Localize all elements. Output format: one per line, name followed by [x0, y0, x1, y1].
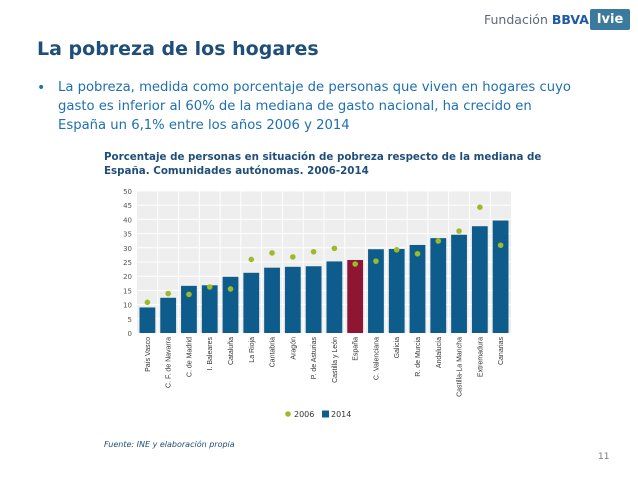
points-2006 — [144, 204, 504, 306]
point-2006 — [269, 250, 275, 256]
bar-2014 — [388, 248, 405, 333]
bar-2014 — [471, 226, 488, 333]
source-note: Fuente: INE y elaboración propia — [104, 440, 235, 449]
x-tick-label: Cataluña — [228, 337, 235, 365]
point-2006 — [352, 261, 358, 267]
x-tick-label: España — [353, 337, 360, 361]
legend-label-2006: 2006 — [294, 410, 314, 419]
y-tick-label: 45 — [123, 202, 132, 210]
point-2006 — [206, 284, 213, 290]
y-tick-label: 50 — [123, 188, 132, 196]
point-2006 — [497, 242, 504, 249]
x-tick-label: Castilla y León — [332, 337, 339, 383]
x-tick-label: Cantabria — [270, 337, 277, 367]
x-axis-ticks: País Vasco C. F. de Navarra C. de Madrid I.… — [145, 337, 505, 397]
y-tick-label: 5 — [128, 316, 132, 324]
point-2006 — [290, 254, 296, 260]
bar-2014 — [368, 249, 384, 333]
bar-2014 — [409, 244, 426, 333]
point-2006 — [373, 258, 379, 264]
point-2006 — [186, 291, 192, 298]
gridlines — [137, 190, 511, 334]
x-tick-label: Canarias — [498, 337, 505, 366]
y-tick-label: 40 — [123, 216, 132, 224]
x-tick-label: Extremadura — [477, 337, 484, 377]
legend-label-2014: 2014 — [331, 410, 351, 419]
point-2006 — [477, 204, 483, 210]
point-2006 — [144, 299, 151, 306]
point-2006 — [331, 245, 338, 252]
y-tick-label: 35 — [123, 231, 132, 239]
bar-2014 — [181, 285, 197, 333]
brand-name: BBVA — [551, 12, 589, 27]
x-tick-label: R. de Murcia — [415, 337, 422, 377]
bar-2014 — [222, 276, 239, 333]
chart-legend: 2006 2014 — [285, 410, 351, 419]
bar-2014 — [243, 272, 260, 333]
x-tick-label: I. Baleares — [207, 337, 214, 371]
chart-title: Porcentaje de personas en situación de p… — [104, 151, 542, 177]
bar-2014 — [492, 220, 509, 333]
brand-prefix: Fundación — [484, 12, 548, 27]
x-tick-label: Galicia — [394, 337, 401, 359]
y-tick-label: 25 — [123, 259, 132, 267]
x-tick-label: Castilla-La Mancha — [457, 337, 464, 397]
bar-2014 — [347, 260, 364, 333]
slide-title: La pobreza de los hogares — [37, 38, 319, 60]
bar-2014 — [430, 238, 447, 333]
y-tick-label: 15 — [123, 287, 132, 295]
x-tick-label: C. Valenciana — [373, 337, 380, 380]
point-2006 — [393, 246, 400, 253]
point-2006 — [310, 248, 317, 255]
y-tick-label: 10 — [123, 302, 132, 310]
x-tick-label: La Rioja — [249, 337, 256, 363]
x-tick-label: País Vasco — [145, 337, 152, 372]
x-tick-label: Andalucía — [436, 337, 443, 368]
bullet-text: La pobreza, medida como porcentaje de pe… — [58, 80, 571, 133]
x-tick-label: P. de Asturias — [311, 337, 318, 380]
legend-marker-2014 — [322, 410, 329, 418]
x-tick-label: Aragón — [290, 337, 297, 360]
bar-2014 — [264, 267, 280, 333]
y-tick-label: 0 — [128, 330, 132, 338]
bar-2014 — [305, 266, 322, 333]
ivie-logo: Ivie — [590, 9, 630, 30]
bar-2014 — [139, 307, 156, 333]
bars-2014 — [139, 220, 509, 333]
bar-2014 — [160, 297, 177, 333]
y-tick-label: 30 — [123, 245, 132, 253]
bullet-symbol: • — [37, 80, 46, 96]
point-2006 — [414, 250, 421, 257]
bar-2014 — [201, 285, 218, 333]
point-2006 — [456, 228, 462, 234]
legend-marker-2006 — [285, 411, 291, 417]
y-tick-label: 20 — [123, 273, 132, 281]
bar-2014 — [326, 261, 343, 333]
y-axis-ticks: 0 5 10 15 20 25 30 35 40 45 50 — [123, 188, 132, 338]
point-2006 — [248, 256, 255, 263]
bar-2014 — [451, 234, 467, 333]
bar-2014 — [284, 266, 301, 333]
point-2006 — [227, 286, 234, 292]
point-2006 — [435, 238, 442, 244]
point-2006 — [165, 290, 171, 297]
x-tick-label: C. F. de Navarra — [166, 337, 173, 388]
fundacion-bbva-logo: Fundación BBVA — [484, 12, 589, 27]
x-tick-label: C. de Madrid — [186, 337, 193, 377]
page-number: 11 — [598, 452, 610, 462]
